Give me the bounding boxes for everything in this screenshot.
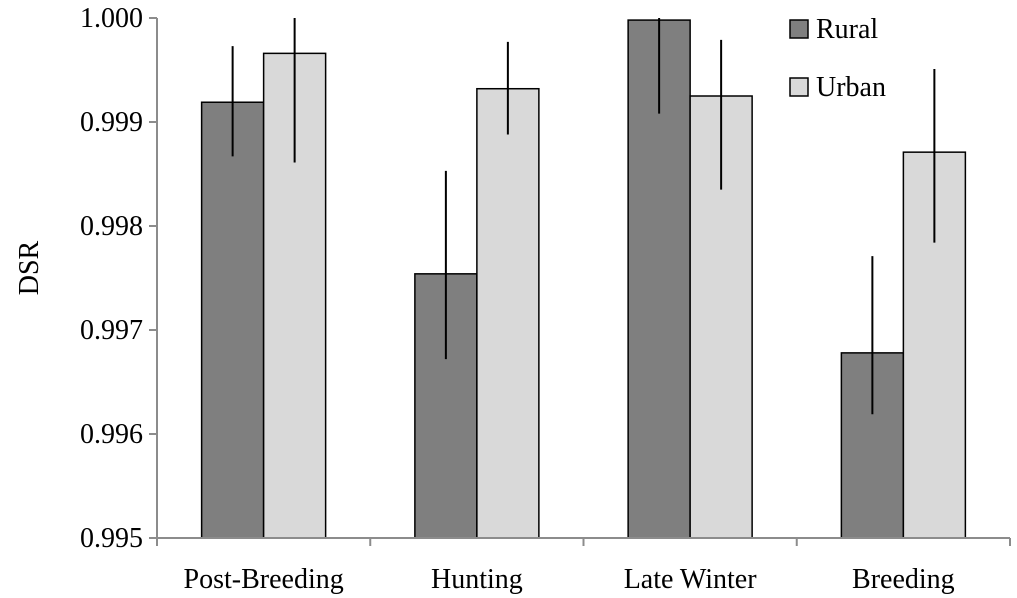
legend-label-rural: Rural <box>816 14 878 45</box>
y-tick-label: 0.999 <box>80 107 143 138</box>
bar-urban-hunting <box>476 87 540 539</box>
y-tick-label: 0.995 <box>80 523 143 554</box>
legend: Rural Urban <box>789 14 886 103</box>
legend-label-urban: Urban <box>816 72 886 103</box>
x-category-label: Late Winter <box>624 564 758 595</box>
y-tick-label: 1.000 <box>80 3 143 34</box>
y-axis-title: DSR <box>14 240 45 295</box>
y-tick-label: 0.997 <box>80 315 143 346</box>
y-tick-label: 0.996 <box>80 419 143 450</box>
x-category-label: Breeding <box>852 564 955 595</box>
x-category-label: Post-Breeding <box>184 564 344 595</box>
y-tick-label: 0.998 <box>80 211 143 242</box>
y-ticks: 0.995 0.996 0.997 0.998 0.999 1.000 <box>80 3 157 554</box>
legend-swatch-rural <box>789 19 809 39</box>
legend-swatch-urban <box>789 77 809 97</box>
error-bars-layer <box>231 18 936 415</box>
bar-rural-post-breeding <box>200 101 265 539</box>
x-category-label: Hunting <box>431 564 523 595</box>
x-ticks: Post-Breeding Hunting Late Winter Breeding <box>156 538 1011 595</box>
